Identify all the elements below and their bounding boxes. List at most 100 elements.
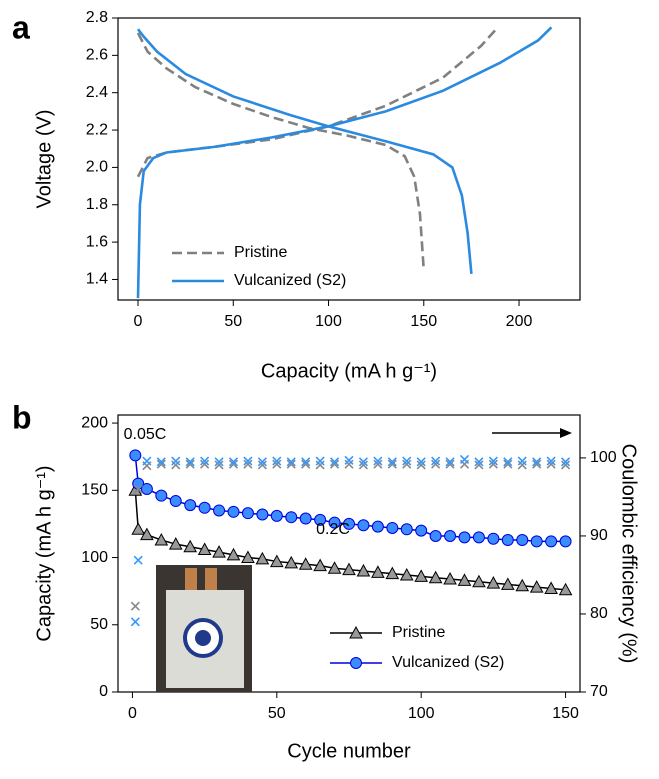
data-point [327,561,342,574]
annotation: 0.05C [124,426,167,443]
data-point [517,456,527,466]
data-point [487,532,500,545]
y2-tick-label: 80 [590,605,608,622]
data-point [269,554,284,568]
data-point [301,459,311,469]
data-point [140,527,154,541]
y-tick-label: 100 [81,549,108,566]
data-point [344,455,354,465]
y-tick-label: 2.4 [86,84,108,101]
x-tick-label: 0 [128,705,137,722]
data-point [387,457,397,467]
x-tick-label: 100 [315,313,342,330]
data-point [402,459,412,469]
data-point [200,456,210,466]
data-point [168,537,183,550]
data-point [185,459,195,469]
data-point [301,457,311,467]
data-point [358,457,369,467]
data-point [154,533,169,546]
data-point [387,459,397,469]
plot-frame [117,17,581,301]
curve [136,32,426,271]
y2-axis-label: Coulombic efficiency (%) [618,444,640,664]
x-tick-label: 150 [410,313,437,330]
data-point [457,573,472,586]
data-point [315,460,325,470]
inset-photo [156,565,252,692]
data-point [214,460,224,470]
data-point [415,524,428,537]
data-point [530,535,543,548]
axis-arrow [492,428,572,438]
x-tick-label: 0 [134,313,143,330]
legend-label: Pristine [392,624,445,641]
data-point [443,572,457,585]
data-point [458,531,471,544]
data-point [414,569,429,582]
data-point [313,558,327,572]
data-point [400,523,413,536]
data-point [429,530,442,543]
data-point [329,459,340,469]
y-tick-label: 1.8 [86,196,108,213]
data-point [169,495,182,508]
y-tick-label: 1.6 [86,233,108,250]
data-point [272,456,282,466]
data-point [472,574,486,588]
data-point [342,562,356,576]
y-tick-label: 200 [81,414,108,431]
data-point [560,460,571,470]
data-point [486,576,501,589]
data-point [197,542,212,555]
data-point [142,456,152,466]
data-point [474,457,484,467]
y-tick-label: 2.8 [86,9,108,26]
data-point [314,513,327,526]
data-point [373,456,383,466]
legend-label: Vulcanized (S2) [234,272,346,289]
legend-marker [350,657,362,669]
y-tick-label: 150 [81,482,108,499]
data-point [371,565,385,578]
data-point [532,459,542,469]
data-point [272,459,282,469]
y-tick-label: 2.0 [86,159,108,176]
x-tick-label: 50 [268,705,286,722]
data-point [503,457,513,467]
data-point [286,459,296,469]
data-point [184,499,197,512]
data-point [131,522,146,535]
data-point [517,460,527,470]
data-point [371,520,384,533]
data-point [358,460,369,470]
data-point [284,555,299,569]
data-point [544,581,558,594]
data-point [171,456,181,466]
data-point [228,457,239,467]
x-tick-label: 150 [552,705,579,722]
data-point [503,459,513,469]
data-point [185,457,195,467]
data-point [213,504,226,517]
data-point [183,539,198,553]
data-point [546,456,556,466]
data-point [255,551,270,565]
data-point [416,457,426,467]
data-point [226,547,241,561]
curve [136,26,553,299]
data-point [212,545,226,558]
data-point [558,582,573,596]
x-tick-label: 50 [224,313,242,330]
data-point [214,457,224,467]
data-point [133,555,143,565]
data-point [416,460,426,470]
data-point [445,459,455,469]
data-point [130,617,140,627]
data-point [227,505,240,518]
data-point [445,457,455,467]
data-point [560,457,571,467]
data-point [357,519,370,532]
data-point [515,578,530,592]
